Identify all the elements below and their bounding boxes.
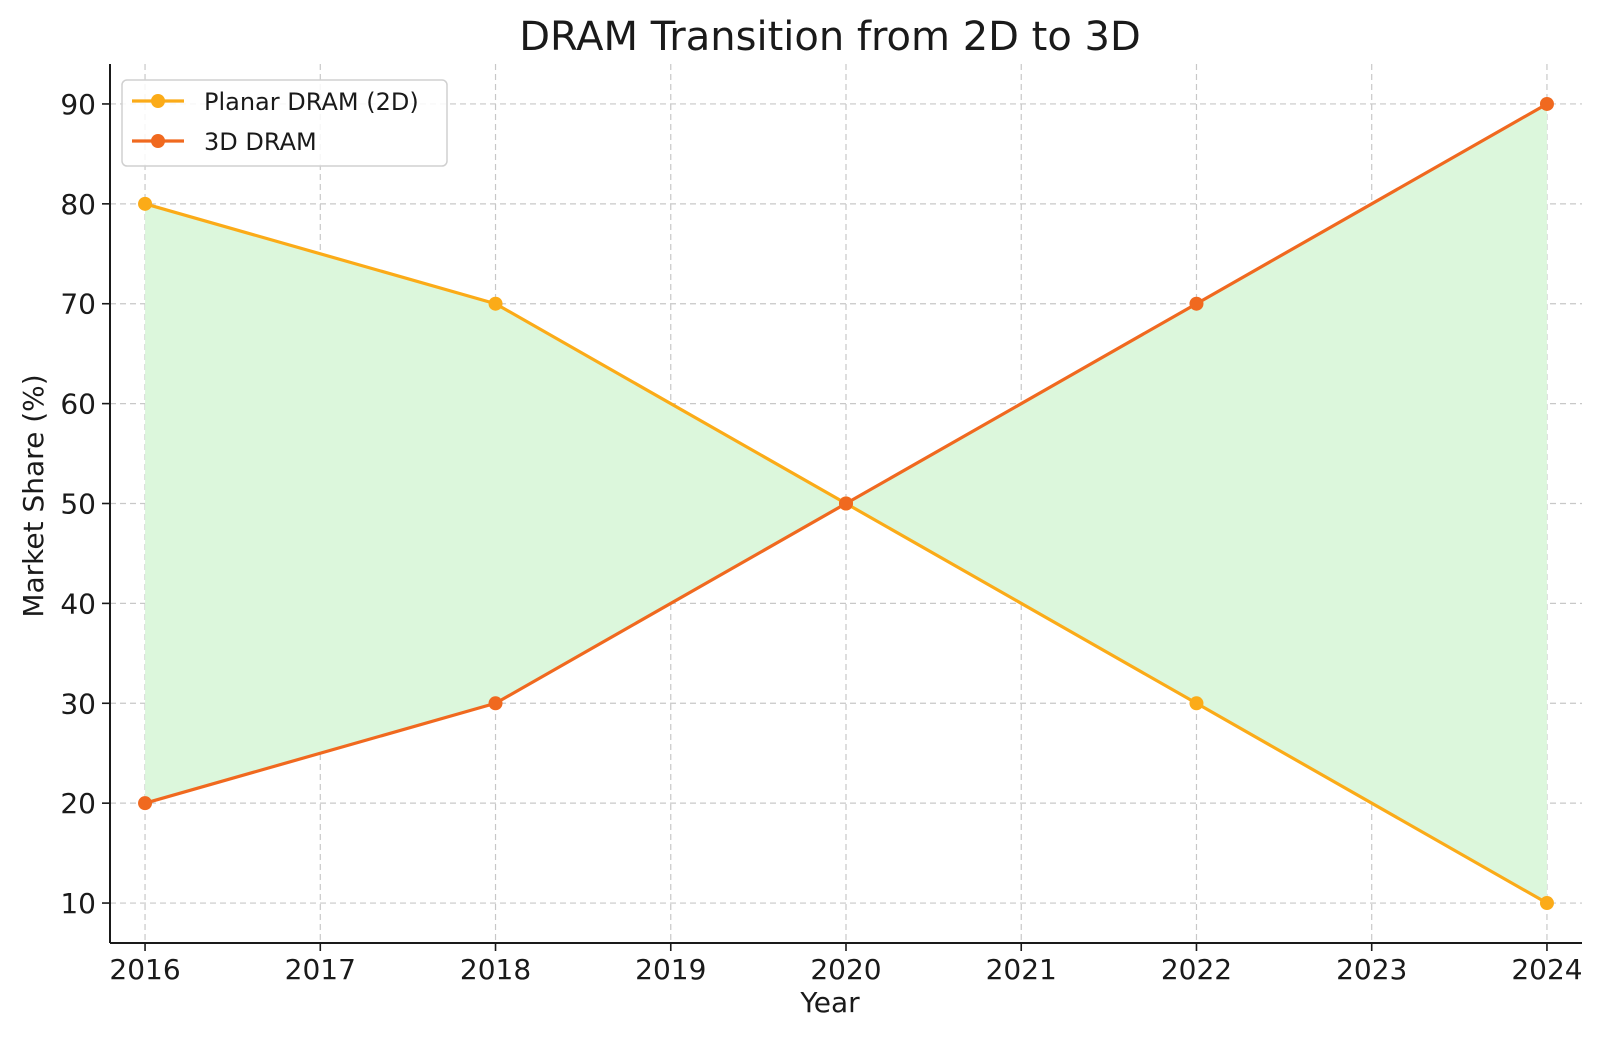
y-ticks: 10 20 30 40 50 60 70 80 90 [60,88,110,920]
legend: Planar DRAM (2D) 3D DRAM [121,79,448,167]
y-tick-label: 50 [60,488,96,521]
x-tick-label: 2022 [1161,953,1232,986]
y-tick-label: 10 [60,887,96,920]
data-point [1189,696,1204,711]
x-tick-label: 2020 [810,953,881,986]
y-tick-label: 60 [60,388,96,421]
x-tick-label: 2023 [1336,953,1407,986]
x-tick-label: 2016 [109,953,180,986]
legend-marker [151,134,165,148]
legend-entry: Planar DRAM (2D) [132,88,419,116]
y-tick-label: 30 [60,687,96,720]
chart-title: DRAM Transition from 2D to 3D [519,14,1141,60]
x-tick-label: 2024 [1511,953,1582,986]
y-tick-label: 70 [60,288,96,321]
y-tick-label: 40 [60,587,96,620]
data-point [1539,96,1554,111]
data-point [1189,296,1204,311]
data-point [839,496,853,511]
legend-label: 3D DRAM [204,128,317,156]
y-axis-label: Market Share (%) [17,374,50,617]
y-tick-label: 90 [60,88,96,121]
data-point [138,796,153,811]
y-tick-label: 80 [60,188,96,221]
x-tick-label: 2018 [460,953,531,986]
legend-label: Planar DRAM (2D) [204,88,419,116]
x-tick-label: 2021 [986,953,1057,986]
legend-box [121,79,448,167]
data-point [138,196,153,211]
x-ticks: 2016 2017 2018 2019 2020 2021 2022 2023 2024 [109,943,1583,986]
x-tick-label: 2019 [635,953,706,986]
data-point [488,296,503,311]
legend-marker [151,94,165,108]
y-tick-label: 20 [60,787,96,820]
data-point [1539,896,1554,911]
x-tick-label: 2017 [285,953,356,986]
legend-entry: 3D DRAM [132,128,317,156]
data-point [488,696,503,711]
series-group [138,96,1554,911]
series-3d-dram [138,96,1554,811]
x-axis-label: Year [799,986,860,1019]
